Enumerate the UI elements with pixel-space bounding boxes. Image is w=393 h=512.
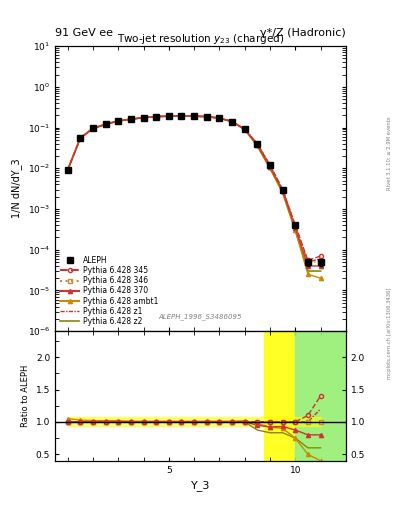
Legend: ALEPH, Pythia 6.428 345, Pythia 6.428 346, Pythia 6.428 370, Pythia 6.428 ambt1,: ALEPH, Pythia 6.428 345, Pythia 6.428 34… [59, 254, 160, 327]
Text: ALEPH_1996_S3486095: ALEPH_1996_S3486095 [159, 313, 242, 320]
Text: γ*/Z (Hadronic): γ*/Z (Hadronic) [260, 28, 346, 38]
X-axis label: Y_3: Y_3 [191, 480, 210, 491]
Bar [295, 331, 346, 461]
Bar [264, 331, 346, 461]
Title: Two-jet resolution $y_{23}$ (charged): Two-jet resolution $y_{23}$ (charged) [117, 32, 284, 46]
Text: mcplots.cern.ch [arXiv:1306.3436]: mcplots.cern.ch [arXiv:1306.3436] [387, 287, 391, 378]
Y-axis label: 1/N dN/dY_3: 1/N dN/dY_3 [11, 159, 22, 219]
Text: 91 GeV ee: 91 GeV ee [55, 28, 113, 38]
Text: Rivet 3.1.10; ≥ 2.9M events: Rivet 3.1.10; ≥ 2.9M events [387, 117, 391, 190]
Y-axis label: Ratio to ALEPH: Ratio to ALEPH [21, 365, 30, 427]
